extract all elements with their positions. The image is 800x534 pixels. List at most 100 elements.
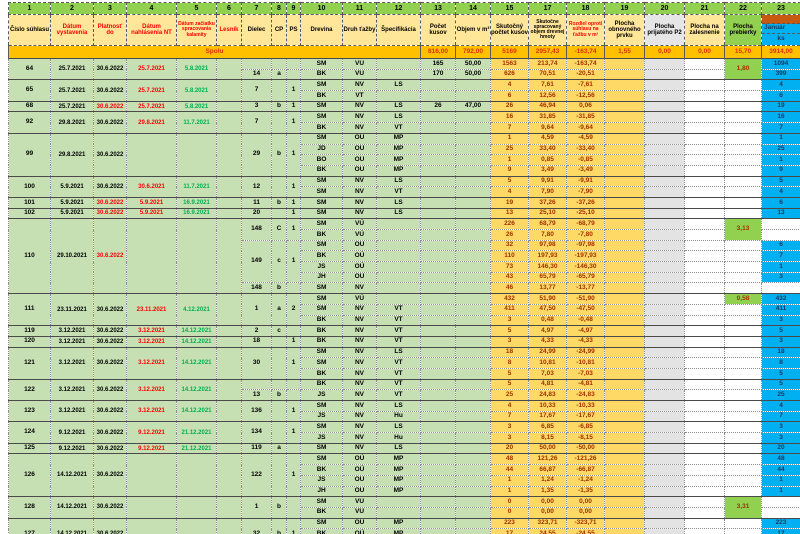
volume-cell[interactable] xyxy=(455,496,491,508)
difference-cell[interactable]: -13,77 xyxy=(566,282,605,295)
thinning-area-cell[interactable]: 0,58 xyxy=(724,293,762,305)
specification-cell[interactable]: LS xyxy=(376,111,421,124)
piece-count-cell[interactable] xyxy=(420,357,456,369)
specification-cell[interactable] xyxy=(376,506,421,519)
column-header[interactable]: Dátum vystavenia xyxy=(50,14,94,46)
afforestation-area-cell[interactable] xyxy=(684,271,725,284)
species-cell[interactable]: SM xyxy=(300,132,343,145)
consent-number-cell[interactable]: 65 xyxy=(8,79,51,102)
afforestation-area-cell[interactable] xyxy=(684,261,725,273)
ps-cell[interactable]: 1 xyxy=(286,175,301,198)
ps-cell[interactable]: 1 xyxy=(286,132,301,177)
january-ks-cell[interactable]: 3 xyxy=(761,271,800,284)
piece-count-cell[interactable] xyxy=(420,282,456,295)
january-ks-cell[interactable]: 25 xyxy=(761,389,800,401)
column-number[interactable]: 4 xyxy=(126,2,177,15)
date-issued-cell[interactable]: 3.12.2021 xyxy=(50,378,94,402)
actual-volume-cell[interactable]: 10,33 xyxy=(528,400,567,412)
renewal-area-cell[interactable] xyxy=(604,421,645,434)
actual-piece-count-cell[interactable]: 0 xyxy=(490,506,529,519)
consent-number-cell[interactable]: 101 xyxy=(8,196,51,209)
valid-until-cell[interactable]: 30.6.2022 xyxy=(93,132,127,177)
actual-piece-count-cell[interactable]: 4 xyxy=(490,186,529,198)
piece-count-cell[interactable] xyxy=(420,314,456,327)
p2-area-cell[interactable] xyxy=(644,239,685,252)
p2-area-cell[interactable] xyxy=(644,378,685,391)
harvest-type-cell[interactable]: NV xyxy=(342,303,377,316)
ps-cell[interactable]: 1 xyxy=(286,196,301,209)
species-cell[interactable]: BK xyxy=(300,314,343,327)
forester-cell[interactable] xyxy=(216,207,242,220)
forester-cell[interactable] xyxy=(216,57,242,81)
volume-cell[interactable] xyxy=(455,432,491,444)
renewal-area-cell[interactable] xyxy=(604,282,645,295)
thinning-area-cell[interactable] xyxy=(724,485,762,498)
column-number[interactable]: 19 xyxy=(604,2,645,15)
column-number[interactable]: 2 xyxy=(50,2,94,15)
processing-start-cell[interactable] xyxy=(176,453,217,498)
actual-volume-cell[interactable]: 12,56 xyxy=(528,90,567,102)
volume-cell[interactable] xyxy=(455,261,491,273)
p2-area-cell[interactable] xyxy=(644,346,685,359)
difference-cell[interactable]: -7,61 xyxy=(566,79,605,92)
piece-count-cell[interactable] xyxy=(420,432,456,444)
valid-until-cell[interactable]: 30.6.2022 xyxy=(93,325,127,337)
january-ks-cell[interactable]: 3 xyxy=(761,432,800,444)
harvest-type-cell[interactable]: NV xyxy=(342,335,377,348)
piece-count-cell[interactable] xyxy=(420,517,456,530)
p2-area-cell[interactable] xyxy=(644,68,685,81)
column-header[interactable]: Dátum začiatku spracovania kalamity xyxy=(176,14,217,46)
harvest-type-cell[interactable]: NV xyxy=(342,186,377,198)
harvest-type-cell[interactable]: VU xyxy=(342,58,377,70)
thinning-area-cell[interactable] xyxy=(724,528,762,534)
forester-cell[interactable] xyxy=(216,293,242,327)
species-cell[interactable]: SM xyxy=(300,400,343,412)
afforestation-area-cell[interactable] xyxy=(684,111,725,124)
harvest-type-cell[interactable]: VT xyxy=(342,90,377,102)
specification-cell[interactable]: MP xyxy=(376,528,421,534)
actual-volume-cell[interactable]: 0,00 xyxy=(528,506,567,519)
renewal-area-cell[interactable] xyxy=(604,303,645,316)
consent-number-cell[interactable]: 126 xyxy=(8,453,51,498)
afforestation-area-cell[interactable] xyxy=(684,496,725,508)
renewal-area-cell[interactable] xyxy=(604,325,645,337)
afforestation-area-cell[interactable] xyxy=(684,367,725,380)
actual-piece-count-cell[interactable]: 0 xyxy=(490,496,529,508)
valid-until-cell[interactable]: 30.6.2022 xyxy=(93,442,127,455)
harvest-type-cell[interactable]: OÚ xyxy=(342,261,377,273)
actual-volume-cell[interactable]: 3,49 xyxy=(528,164,567,177)
difference-cell[interactable]: -0,48 xyxy=(566,314,605,327)
difference-cell[interactable]: -25,10 xyxy=(566,207,605,220)
valid-until-cell[interactable]: 30.6.2022 xyxy=(93,293,127,327)
actual-volume-cell[interactable]: 68,79 xyxy=(528,218,567,230)
actual-volume-cell[interactable]: 13,77 xyxy=(528,282,567,295)
piece-count-cell[interactable] xyxy=(420,442,456,455)
harvest-type-cell[interactable]: NV xyxy=(342,196,377,209)
species-cell[interactable]: BK xyxy=(300,164,343,177)
afforestation-area-cell[interactable] xyxy=(684,517,725,530)
totals-actual-piece-count[interactable]: 5169 xyxy=(490,45,529,59)
piece-count-cell[interactable] xyxy=(420,250,456,263)
specification-cell[interactable]: LS xyxy=(376,421,421,434)
actual-piece-count-cell[interactable]: 626 xyxy=(490,68,529,81)
species-cell[interactable]: SM xyxy=(300,421,343,434)
specification-cell[interactable]: MP xyxy=(376,464,421,476)
p2-area-cell[interactable] xyxy=(644,122,685,134)
processing-start-cell[interactable]: 14.12.2021 xyxy=(176,378,217,402)
harvest-type-cell[interactable]: OÚ xyxy=(342,250,377,263)
actual-piece-count-cell[interactable]: 32 xyxy=(490,239,529,252)
actual-piece-count-cell[interactable]: 1 xyxy=(490,474,529,487)
piece-count-cell[interactable] xyxy=(420,229,456,241)
harvest-type-cell[interactable]: NV xyxy=(342,314,377,327)
p2-area-cell[interactable] xyxy=(644,164,685,177)
january-ks-cell[interactable]: 1 xyxy=(761,485,800,498)
cp-cell[interactable] xyxy=(271,335,287,348)
volume-cell[interactable] xyxy=(455,175,491,188)
thinning-area-cell[interactable] xyxy=(724,143,762,156)
difference-cell[interactable]: -17,67 xyxy=(566,410,605,423)
harvest-type-cell[interactable]: VU xyxy=(342,506,377,519)
column-number[interactable]: 7 xyxy=(241,2,272,15)
compartment-cell[interactable]: 12 xyxy=(241,175,272,198)
thinning-area-cell[interactable] xyxy=(724,175,762,188)
renewal-area-cell[interactable] xyxy=(604,175,645,188)
